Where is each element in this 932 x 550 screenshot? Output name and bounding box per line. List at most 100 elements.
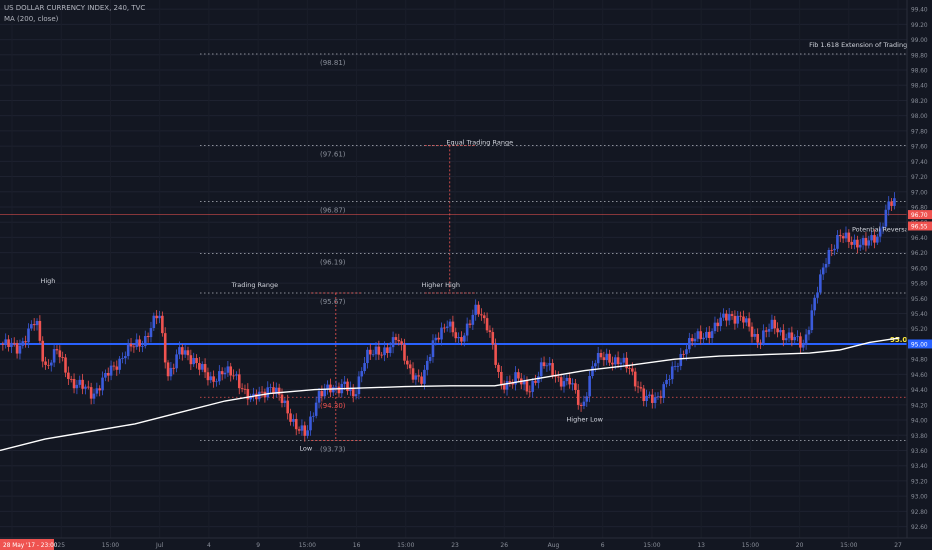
candle-body: [337, 386, 341, 394]
candle-body: [861, 238, 865, 245]
candle-body: [707, 331, 711, 339]
ma-line: [0, 337, 900, 452]
time-tick-label: 15:00: [102, 542, 119, 549]
candle-body: [380, 354, 383, 356]
candle-body: [246, 389, 250, 400]
candle-body: [776, 328, 779, 333]
candle-body: [360, 371, 364, 377]
fib-level-label: (94.30): [320, 402, 346, 410]
candle-body: [844, 232, 848, 239]
candle-body: [500, 371, 503, 385]
candle-body: [27, 328, 30, 343]
candle-body: [488, 330, 492, 333]
candle-body: [75, 384, 79, 389]
candle-body: [747, 318, 751, 327]
candle-body: [24, 341, 27, 343]
candle-body: [277, 387, 281, 395]
candle-body: [790, 332, 794, 341]
candle-body: [363, 363, 366, 372]
candle-body: [180, 347, 184, 355]
price-tick-label: 99.00: [911, 38, 928, 44]
candle-body: [30, 324, 33, 329]
candle-body: [351, 387, 355, 397]
candle-body: [283, 400, 287, 403]
grid: [0, 8, 907, 528]
candle-body: [727, 314, 731, 321]
price-tick-label: 96.80: [911, 205, 928, 211]
candle-body: [198, 363, 201, 370]
candle-body: [269, 387, 272, 388]
candle-body: [725, 313, 728, 321]
candle-body: [645, 395, 648, 402]
price-tick-label: 96.20: [911, 251, 928, 257]
candle-body: [830, 249, 834, 251]
candle-body: [793, 336, 797, 341]
candle-body: [183, 350, 187, 355]
candle-body: [309, 416, 312, 431]
candle-body: [847, 232, 851, 242]
price-tag-label: 96.70: [911, 213, 928, 219]
candle-body: [716, 322, 720, 327]
candle-body: [72, 379, 76, 389]
candle-body: [522, 380, 526, 385]
candle-body: [32, 324, 36, 326]
candle-body: [95, 388, 99, 394]
candle-body: [420, 376, 423, 384]
candle-body: [653, 397, 657, 403]
candle-body: [383, 347, 386, 356]
candle-body: [779, 330, 782, 333]
candle-body: [104, 372, 107, 378]
candle-body: [887, 201, 891, 210]
candle-body: [232, 375, 235, 377]
candle-body: [240, 388, 244, 389]
candle-body: [468, 323, 472, 325]
candle-body: [537, 376, 540, 383]
candle-body: [138, 339, 141, 347]
candle-body: [594, 363, 597, 367]
candle-body: [44, 361, 47, 365]
candles: [1, 192, 896, 442]
candle-body: [494, 344, 497, 365]
candle-body: [576, 389, 580, 405]
time-tick-label: Aug: [548, 542, 560, 549]
candle-body: [69, 378, 73, 380]
candle-body: [485, 318, 489, 331]
candle-body: [226, 366, 230, 373]
candle-body: [106, 372, 110, 376]
time-tick-label: 23: [451, 542, 459, 549]
candle-body: [685, 349, 688, 355]
candle-body: [799, 336, 802, 348]
candle-body: [534, 380, 537, 383]
time-tick-label: 25: [57, 542, 65, 549]
candle-body: [502, 384, 506, 390]
price-tick-label: 97.40: [911, 160, 928, 166]
candle-body: [585, 396, 589, 402]
candle-body: [35, 320, 39, 326]
candle-body: [255, 393, 258, 400]
candle-body: [853, 239, 856, 245]
candle-body: [129, 343, 133, 347]
candle-body: [836, 235, 839, 249]
time-tick-label: 15:00: [643, 542, 660, 549]
candle-body: [688, 338, 691, 350]
candle-body: [1, 343, 5, 345]
price-tick-label: 94.00: [911, 419, 928, 425]
candle-body: [386, 347, 389, 354]
annotation-label: Potential Reversal Zone: [852, 225, 929, 233]
candle-body: [141, 346, 144, 347]
candle-body: [377, 346, 381, 355]
candle-body: [115, 366, 119, 370]
candle-body: [742, 316, 745, 323]
time-tick-label: Jul: [155, 542, 164, 549]
candle-body: [38, 320, 42, 341]
candle-body: [804, 334, 808, 345]
candle-body: [98, 388, 101, 391]
candle-body: [608, 353, 611, 363]
fib-level-label: (93.73): [320, 446, 346, 454]
candle-body: [235, 374, 238, 376]
symbol-title[interactable]: US DOLLAR CURRENCY INDEX, 240, TVC: [4, 4, 146, 12]
candle-body: [289, 413, 292, 422]
indicator-legend[interactable]: MA (200, close): [4, 15, 59, 23]
candle-body: [636, 386, 640, 388]
